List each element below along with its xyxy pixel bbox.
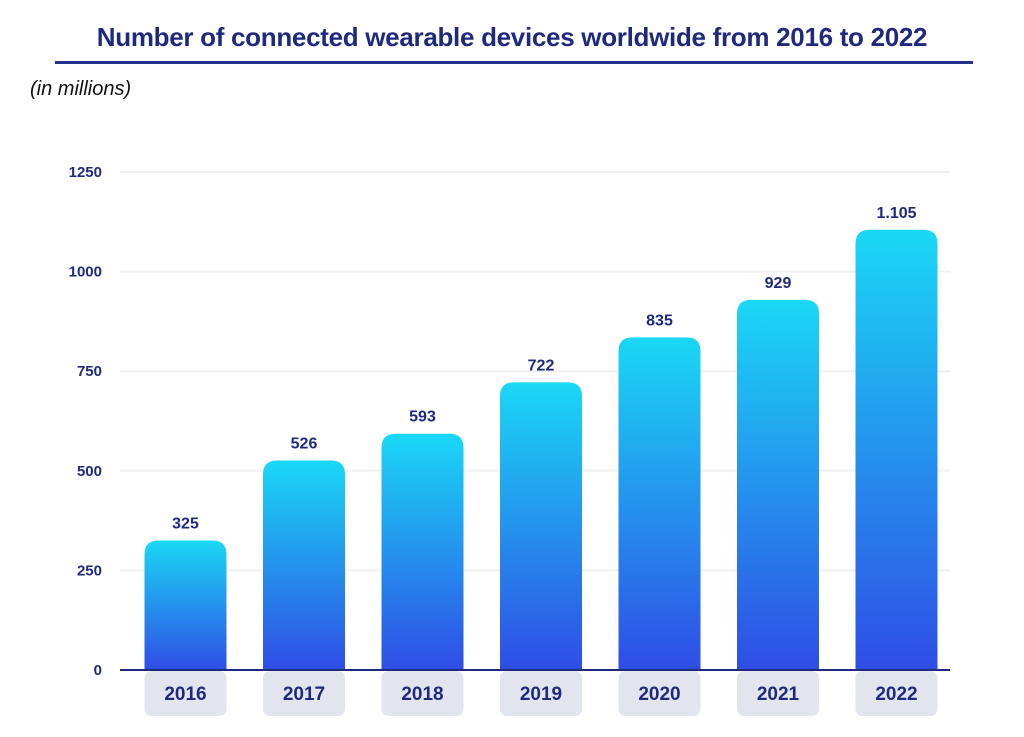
y-tick-label: 250: [77, 562, 102, 579]
y-tick-label: 0: [94, 662, 102, 679]
data-label: 1.105: [876, 205, 916, 222]
category-box: [500, 671, 582, 716]
category-box: [381, 671, 464, 716]
x-tick-label: 2021: [757, 684, 800, 705]
bar: [144, 540, 227, 670]
chart-title: Number of connected wearable devices wor…: [96, 22, 928, 52]
title-underline: [55, 61, 973, 64]
data-label: 526: [291, 435, 318, 452]
x-tick-label: 2017: [283, 684, 325, 705]
bar: [618, 337, 701, 670]
bar: [263, 460, 345, 670]
category-box: [737, 671, 819, 716]
category-box: [855, 671, 938, 716]
category-box: [618, 671, 701, 716]
data-label: 325: [172, 516, 199, 533]
y-tick-label: 1250: [69, 164, 102, 181]
x-tick-label: 2016: [164, 684, 206, 705]
x-tick-label: 2018: [401, 684, 443, 705]
bar: [737, 299, 819, 670]
y-tick-label: 1000: [69, 264, 102, 281]
data-label: 593: [409, 409, 436, 426]
y-tick-label: 500: [77, 463, 102, 480]
category-box: [263, 671, 345, 716]
x-tick-label: 2019: [520, 684, 562, 705]
data-label: 929: [765, 275, 792, 292]
x-tick-label: 2022: [875, 684, 917, 705]
data-label: 835: [646, 312, 673, 329]
bar: [381, 433, 464, 670]
bar: [855, 229, 938, 670]
bar: [500, 382, 582, 670]
y-tick-label: 750: [77, 363, 102, 380]
category-box: [144, 671, 227, 716]
chart-subtitle: (in millions): [30, 78, 132, 100]
data-label: 722: [528, 357, 555, 374]
x-tick-label: 2020: [638, 684, 680, 705]
